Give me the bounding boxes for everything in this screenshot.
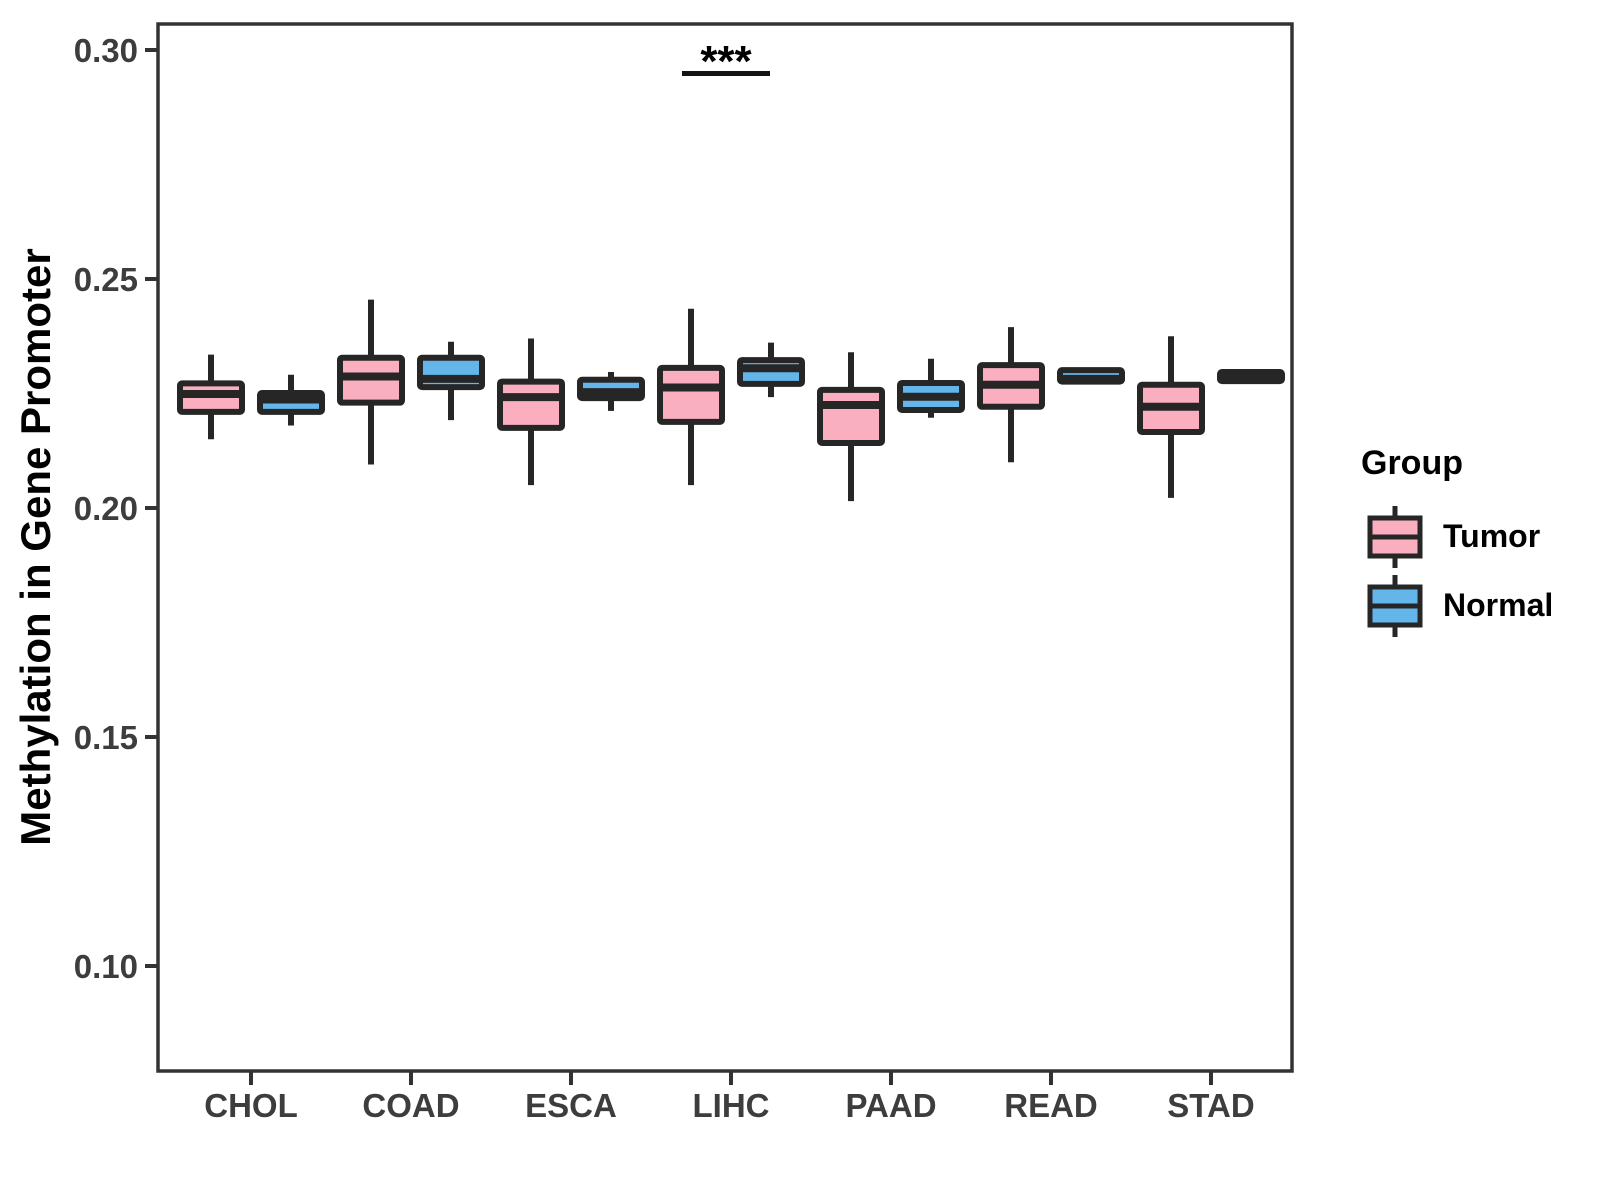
y-tick-label-0.10: 0.10 [74, 948, 138, 985]
legend-label-tumor: Tumor [1443, 518, 1541, 554]
y-tick-label-0.15: 0.15 [74, 719, 138, 756]
significance-label: *** [700, 37, 752, 86]
x-tick-label-STAD: STAD [1167, 1087, 1254, 1124]
y-axis-title: Methylation in Gene Promoter [12, 248, 59, 846]
significance-bar [682, 71, 770, 76]
tumor-boxplot-key-icon [1367, 506, 1423, 568]
x-tick-label-ESCA: ESCA [525, 1087, 617, 1124]
box-ESCA-Tumor [497, 378, 565, 431]
x-tick-label-LIHC: LIHC [693, 1087, 770, 1124]
y-tick-label-0.20: 0.20 [74, 490, 138, 527]
y-tick-label-0.25: 0.25 [74, 261, 138, 298]
panel-border [156, 22, 1294, 1073]
legend-label-normal: Normal [1443, 587, 1554, 623]
y-tick-label-0.30: 0.30 [74, 32, 138, 69]
x-tick-label-PAAD: PAAD [845, 1087, 936, 1124]
box-LIHC-Tumor [657, 364, 725, 425]
box-PAAD-Tumor [817, 386, 885, 446]
legend-title: Group [1361, 444, 1463, 482]
x-tick-label-READ: READ [1004, 1087, 1098, 1124]
x-tick-label-CHOL: CHOL [204, 1087, 298, 1124]
normal-boxplot-key-icon [1367, 575, 1423, 637]
x-tick-label-COAD: COAD [362, 1087, 459, 1124]
